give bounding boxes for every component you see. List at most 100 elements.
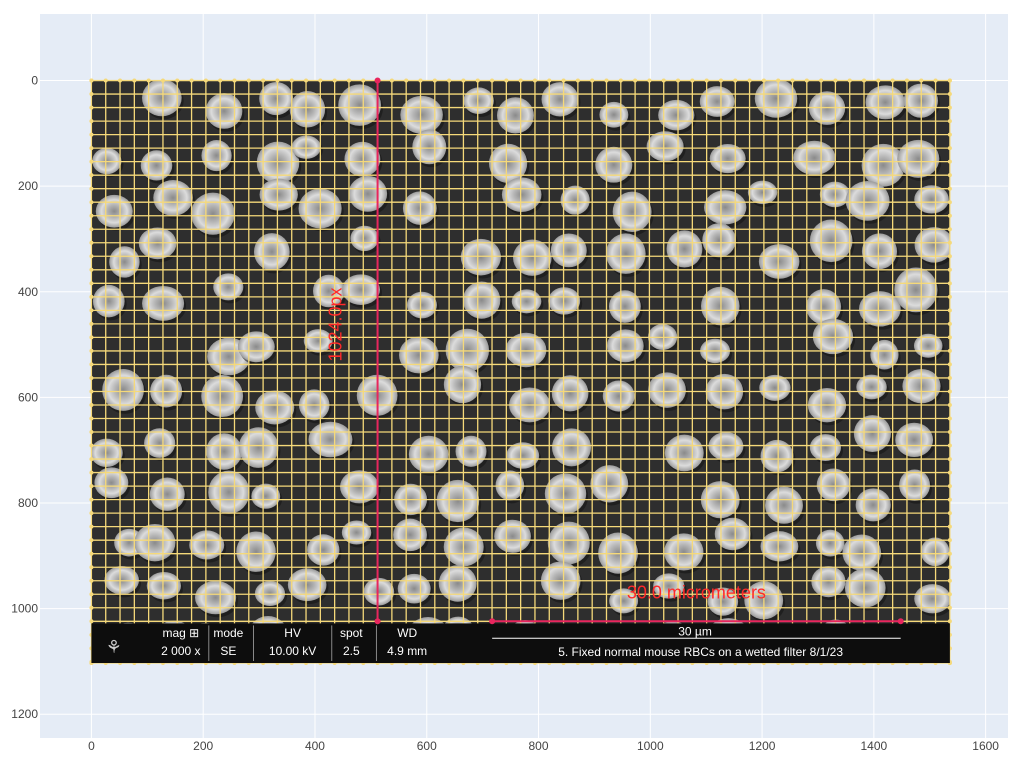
overlay-grid-marker	[947, 375, 952, 380]
overlay-grid-marker	[89, 443, 94, 448]
overlay-grid-marker	[89, 119, 94, 124]
banner-value: 2.5	[343, 644, 360, 658]
red-blood-cell	[544, 473, 587, 514]
x-tick-label: 600	[417, 739, 437, 753]
red-blood-cell	[560, 185, 590, 215]
overlay-grid-marker	[947, 497, 952, 502]
overlay-grid-marker	[89, 605, 94, 610]
red-blood-cell	[793, 140, 836, 176]
measurement-annotations: 1024.0px 30.0 micrometers	[326, 77, 904, 625]
overlay-grid-marker	[947, 362, 952, 367]
red-blood-cell	[206, 433, 243, 470]
red-blood-cell	[348, 175, 388, 212]
red-blood-cell	[236, 531, 276, 572]
overlay-grid-marker	[89, 78, 94, 83]
red-blood-cell	[255, 390, 295, 425]
banner-scale-label: 30 µm	[678, 624, 712, 638]
overlay-grid-marker	[518, 78, 523, 83]
overlay-grid-marker	[804, 78, 809, 83]
overlay-grid-marker	[747, 78, 752, 83]
vertical-measure-endpoint	[374, 618, 381, 625]
red-blood-cell	[344, 141, 381, 177]
overlay-grid-marker	[690, 78, 695, 83]
overlay-grid-marker	[890, 78, 895, 83]
overlay-grid-marker	[490, 78, 495, 83]
overlay-grid-marker	[89, 186, 94, 191]
overlay-grid-marker	[447, 78, 452, 83]
red-blood-cell	[513, 239, 552, 276]
overlay-grid-marker	[89, 484, 94, 489]
red-blood-cell	[460, 238, 501, 276]
red-blood-cell	[251, 483, 281, 509]
overlay-grid-marker	[704, 78, 709, 83]
overlay-grid-marker	[89, 497, 94, 502]
banner-header: mode	[213, 626, 243, 640]
overlay-grid-marker	[89, 254, 94, 259]
red-blood-cell	[708, 432, 744, 461]
red-blood-cell	[455, 435, 487, 467]
red-blood-cell	[704, 190, 747, 225]
red-blood-cell	[406, 291, 437, 319]
overlay-grid-marker	[89, 200, 94, 205]
overlay-grid-marker	[89, 592, 94, 597]
red-blood-cell	[208, 470, 250, 514]
overlay-grid-marker	[947, 416, 952, 421]
red-blood-cell	[495, 470, 525, 501]
red-blood-cell	[550, 233, 587, 268]
overlay-grid-marker	[175, 78, 180, 83]
red-blood-cell	[436, 479, 480, 523]
overlay-grid-marker	[547, 78, 552, 83]
overlay-grid-marker	[304, 78, 309, 83]
red-blood-cell	[397, 573, 431, 604]
overlay-grid-marker	[947, 578, 952, 583]
red-blood-cell	[237, 331, 275, 363]
overlay-grid-marker	[847, 78, 852, 83]
red-blood-cell	[308, 421, 353, 458]
overlay-grid-marker	[89, 457, 94, 462]
banner-value: 2 000 x	[161, 644, 200, 658]
overlay-grid-marker	[89, 348, 94, 353]
red-blood-cell	[758, 244, 800, 279]
overlay-grid-marker	[89, 92, 94, 97]
red-blood-cell	[759, 374, 791, 401]
overlay-grid-marker	[947, 470, 952, 475]
red-blood-cell	[858, 291, 901, 327]
red-blood-cell	[462, 281, 501, 319]
red-blood-cell	[870, 339, 899, 370]
overlay-grid-marker	[89, 335, 94, 340]
red-blood-cell	[91, 438, 123, 468]
horizontal-measure-endpoint	[897, 618, 904, 625]
overlay-grid-marker	[947, 335, 952, 340]
x-tick-label: 0	[88, 739, 95, 753]
red-blood-cell	[109, 246, 140, 278]
overlay-grid-marker	[947, 605, 952, 610]
overlay-grid-marker	[947, 321, 952, 326]
x-axis-ticks: 0 200 400 600 800 1000 1200 1400 1600	[88, 739, 999, 753]
overlay-grid-marker	[561, 78, 566, 83]
red-blood-cell	[664, 434, 704, 472]
red-blood-cell	[855, 488, 891, 522]
overlay-grid-marker	[947, 281, 952, 286]
red-blood-cell	[195, 580, 237, 615]
red-blood-cell	[511, 289, 542, 314]
red-blood-cell	[201, 374, 244, 418]
y-tick-label: 400	[18, 285, 38, 299]
red-blood-cell	[606, 329, 644, 363]
banner-value: 10.00 kV	[269, 644, 316, 658]
red-blood-cell	[400, 95, 443, 134]
red-blood-cell	[463, 87, 494, 115]
overlay-grid-marker	[947, 132, 952, 137]
red-blood-cell	[844, 568, 886, 608]
overlay-grid-marker	[232, 78, 237, 83]
red-blood-cell	[605, 233, 646, 274]
red-blood-cell	[254, 580, 286, 606]
y-tick-label: 1000	[11, 602, 38, 616]
red-blood-cell	[699, 86, 735, 117]
overlay-grid-marker	[218, 78, 223, 83]
red-blood-cell	[350, 225, 379, 252]
red-blood-cell	[340, 470, 379, 504]
red-blood-cell	[914, 227, 950, 263]
overlay-grid-marker	[876, 78, 881, 83]
overlay-grid-marker	[160, 78, 165, 83]
overlay-grid-marker	[146, 78, 151, 83]
